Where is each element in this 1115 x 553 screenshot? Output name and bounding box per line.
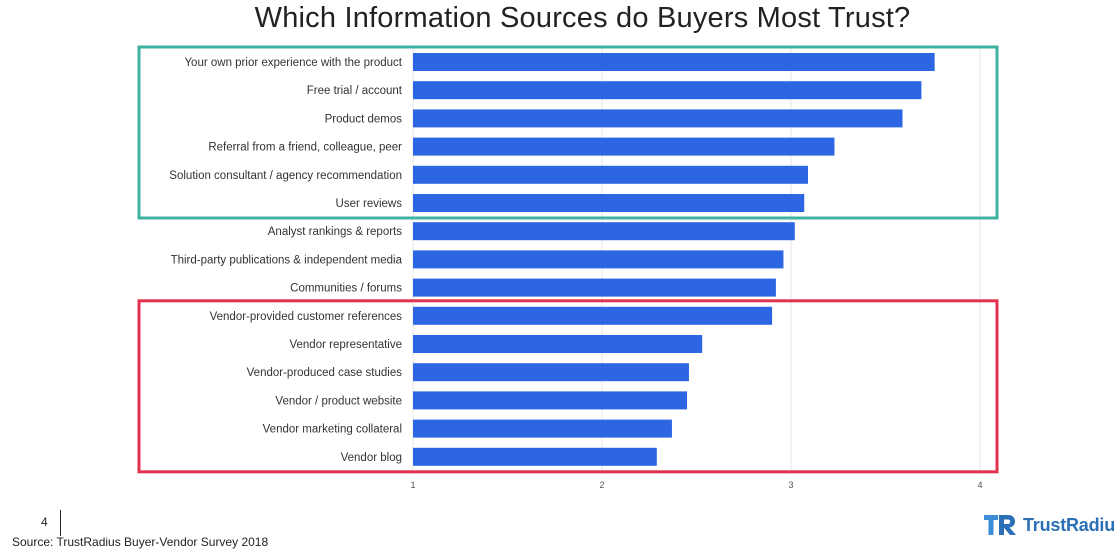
category-label: Vendor / product website (275, 395, 402, 407)
category-label: Communities / forums (290, 283, 402, 295)
trustradius-mark-icon (984, 515, 1016, 535)
x-tick-label: 4 (977, 480, 982, 490)
bar (413, 391, 688, 410)
category-label: Solution consultant / agency recommendat… (169, 170, 402, 182)
bar (413, 250, 784, 269)
category-label: Vendor marketing collateral (263, 424, 402, 436)
bar (413, 137, 835, 156)
bar (413, 81, 922, 100)
bar (413, 363, 689, 382)
category-label: Referral from a friend, colleague, peer (208, 142, 402, 154)
bar (413, 194, 805, 212)
category-label: Third-party publications & independent m… (171, 254, 403, 266)
category-label: Vendor blog (341, 452, 402, 464)
bar (413, 447, 657, 466)
bar (413, 165, 809, 184)
category-label: User reviews (336, 198, 403, 210)
x-tick-label: 3 (788, 480, 793, 490)
bar (413, 278, 776, 297)
category-label: Your own prior experience with the produ… (184, 57, 402, 69)
category-label: Vendor-produced case studies (247, 367, 403, 379)
category-label: Analyst rankings & reports (268, 226, 402, 238)
bar (413, 335, 703, 353)
source-note: Source: TrustRadius Buyer-Vendor Survey … (12, 535, 269, 549)
trustradius-logo: TrustRadius (983, 513, 1115, 537)
brand-name: TrustRadius (1023, 514, 1115, 535)
bar (413, 109, 903, 128)
category-label: Vendor-provided customer references (210, 311, 403, 323)
x-tick-label: 2 (599, 480, 604, 490)
vendor-sources-highlight-box (137, 299, 999, 474)
bar (413, 419, 672, 438)
category-label: Free trial / account (307, 85, 403, 97)
x-tick-label: 1 (410, 480, 415, 490)
page-number: 4 (41, 515, 48, 529)
bar (413, 222, 795, 241)
page-divider (60, 510, 61, 536)
category-label: Vendor representative (289, 339, 402, 351)
slide-title: Which Information Sources do Buyers Most… (254, 2, 911, 34)
bar (413, 306, 773, 325)
trusted-sources-highlight-box (137, 45, 999, 220)
bar (413, 53, 935, 71)
category-label: Product demos (325, 113, 403, 125)
